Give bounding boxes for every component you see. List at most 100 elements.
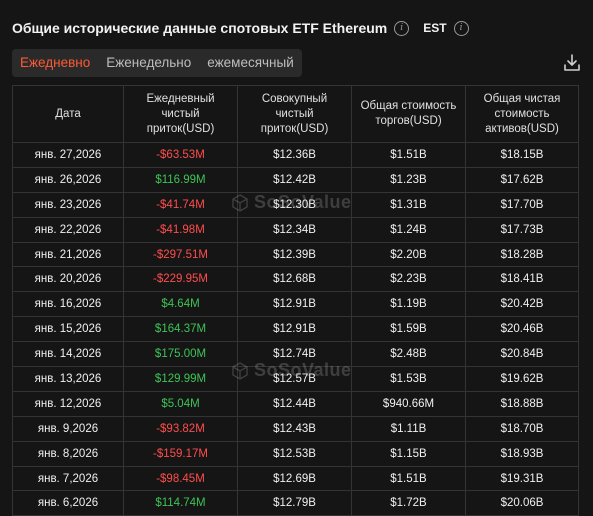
cell-daily-inflow: $114.74M (123, 490, 238, 516)
cell-date: янв. 9,2026 (12, 415, 124, 442)
cell-date: янв. 7,2026 (12, 465, 124, 492)
table-row: янв. 14,2026 $175.00M $12.74B $2.48B $20.84B (12, 341, 579, 368)
cell-cumulative-inflow: $12.69B (237, 465, 352, 492)
column-header-daily-inflow: Ежедневный чистый приток(USD) (123, 85, 238, 143)
cell-total-traded: $1.59B (351, 316, 466, 343)
cell-daily-inflow: $164.37M (123, 316, 238, 343)
table-row: янв. 21,2026 -$297.51M $12.39B $2.20B $18.28… (12, 241, 579, 268)
cell-daily-inflow: $5.04M (123, 390, 238, 417)
table-row: янв. 15,2026 $164.37M $12.91B $1.59B $20.46B (12, 316, 579, 343)
cell-daily-inflow: $175.00M (123, 341, 238, 368)
table-row: янв. 23,2026 -$41.74M $12.30B $1.31B $17.70B (12, 191, 579, 218)
etf-history-table-container[interactable]: Дата Ежедневный чистый приток(USD) Совок… (12, 85, 579, 516)
download-icon[interactable] (563, 53, 581, 73)
cell-cumulative-inflow: $12.53B (237, 440, 352, 467)
cell-total-traded: $1.24B (351, 216, 466, 243)
cell-cumulative-inflow: $12.30B (237, 191, 352, 218)
cell-daily-inflow: -$98.45M (123, 465, 238, 492)
cell-daily-inflow: -$41.74M (123, 191, 238, 218)
table-row: янв. 7,2026 -$98.45M $12.69B $1.51B $19.31B (12, 465, 579, 492)
cell-total-traded: $1.11B (351, 415, 466, 442)
cell-net-assets: $18.15B (465, 142, 579, 168)
cell-date: янв. 21,2026 (12, 241, 124, 268)
cell-total-traded: $1.53B (351, 366, 466, 392)
cell-daily-inflow: -$297.51M (123, 241, 238, 268)
table-row: янв. 27,2026 -$63.53M $12.36B $1.51B $18.15B (12, 142, 579, 168)
cell-cumulative-inflow: $12.74B (237, 341, 352, 368)
cell-daily-inflow: -$229.95M (123, 266, 238, 293)
cell-total-traded: $1.72B (351, 490, 466, 516)
info-icon[interactable]: i (394, 20, 410, 36)
column-header-cumulative-inflow: Совокупный чистый приток(USD) (237, 85, 352, 143)
cell-net-assets: $19.31B (465, 465, 579, 492)
cell-date: янв. 23,2026 (12, 191, 124, 218)
cell-net-assets: $17.70B (465, 191, 579, 218)
cell-cumulative-inflow: $12.79B (237, 490, 352, 516)
cell-total-traded: $940.66M (351, 390, 466, 417)
cell-net-assets: $19.62B (465, 366, 579, 392)
cell-cumulative-inflow: $12.91B (237, 316, 352, 343)
cell-total-traded: $1.19B (351, 291, 466, 318)
etf-history-table: Дата Ежедневный чистый приток(USD) Совок… (12, 85, 579, 516)
cell-cumulative-inflow: $12.44B (237, 390, 352, 417)
cell-cumulative-inflow: $12.68B (237, 266, 352, 293)
cell-net-assets: $20.06B (465, 490, 579, 516)
cell-net-assets: $18.41B (465, 266, 579, 293)
timezone-info-icon[interactable]: i (453, 20, 469, 36)
tab-daily[interactable]: Ежедневно (20, 55, 91, 70)
table-row: янв. 9,2026 -$93.82M $12.43B $1.11B $18.70B (12, 415, 579, 442)
cell-daily-inflow: $129.99M (123, 366, 238, 392)
table-row: янв. 6,2026 $114.74M $12.79B $1.72B $20.06B (12, 490, 579, 516)
cell-total-traded: $1.23B (351, 166, 466, 193)
table-row: янв. 13,2026 $129.99M $12.57B $1.53B $19.62B (12, 366, 579, 392)
tab-monthly[interactable]: ежемесячный (207, 55, 294, 70)
cell-total-traded: $1.51B (351, 142, 466, 168)
cell-net-assets: $18.93B (465, 440, 579, 467)
cell-date: янв. 14,2026 (12, 341, 124, 368)
cell-total-traded: $1.31B (351, 191, 466, 218)
cell-daily-inflow: -$41.98M (123, 216, 238, 243)
table-row: янв. 22,2026 -$41.98M $12.34B $1.24B $17.73B (12, 216, 579, 243)
cell-date: янв. 27,2026 (12, 142, 124, 168)
cell-date: янв. 12,2026 (12, 390, 124, 417)
cell-daily-inflow: $4.64M (123, 291, 238, 318)
cell-cumulative-inflow: $12.43B (237, 415, 352, 442)
cell-date: янв. 20,2026 (12, 266, 124, 293)
cell-net-assets: $18.70B (465, 415, 579, 442)
cell-date: янв. 22,2026 (12, 216, 124, 243)
cell-net-assets: $18.88B (465, 390, 579, 417)
cell-date: янв. 13,2026 (12, 366, 124, 392)
cell-date: янв. 6,2026 (12, 490, 124, 516)
cell-date: янв. 8,2026 (12, 440, 124, 467)
cell-cumulative-inflow: $12.57B (237, 366, 352, 392)
cell-daily-inflow: -$159.17M (123, 440, 238, 467)
cell-daily-inflow: -$63.53M (123, 142, 238, 168)
table-row: янв. 12,2026 $5.04M $12.44B $940.66M $18.88B (12, 390, 579, 417)
cell-date: янв. 16,2026 (12, 291, 124, 318)
page-title: Общие исторические данные спотовых ETF E… (12, 20, 388, 36)
cell-cumulative-inflow: $12.39B (237, 241, 352, 268)
column-header-date: Дата (12, 85, 124, 143)
table-header-row: Дата Ежедневный чистый приток(USD) Совок… (12, 85, 579, 143)
column-header-net-assets: Общая чистая стоимость активов(USD) (465, 85, 579, 143)
cell-cumulative-inflow: $12.91B (237, 291, 352, 318)
table-row: янв. 8,2026 -$159.17M $12.53B $1.15B $18.93B (12, 440, 579, 467)
cell-total-traded: $2.23B (351, 266, 466, 293)
cell-total-traded: $2.48B (351, 341, 466, 368)
cell-cumulative-inflow: $12.42B (237, 166, 352, 193)
cell-net-assets: $20.42B (465, 291, 579, 318)
cell-net-assets: $17.62B (465, 166, 579, 193)
cell-total-traded: $2.20B (351, 241, 466, 268)
cell-net-assets: $17.73B (465, 216, 579, 243)
cell-net-assets: $18.28B (465, 241, 579, 268)
column-header-total-traded: Общая стоимость торгов(USD) (351, 85, 466, 143)
cell-total-traded: $1.51B (351, 465, 466, 492)
tab-weekly[interactable]: Еженедельно (106, 55, 192, 70)
cell-daily-inflow: $116.99M (123, 166, 238, 193)
timezone-label[interactable]: EST (423, 21, 447, 35)
cell-cumulative-inflow: $12.36B (237, 142, 352, 168)
cell-date: янв. 15,2026 (12, 316, 124, 343)
table-row: янв. 16,2026 $4.64M $12.91B $1.19B $20.42B (12, 291, 579, 318)
table-body: янв. 27,2026 -$63.53M $12.36B $1.51B $18.15B… (12, 142, 579, 516)
table-row: янв. 20,2026 -$229.95M $12.68B $2.23B $18.41… (12, 266, 579, 293)
